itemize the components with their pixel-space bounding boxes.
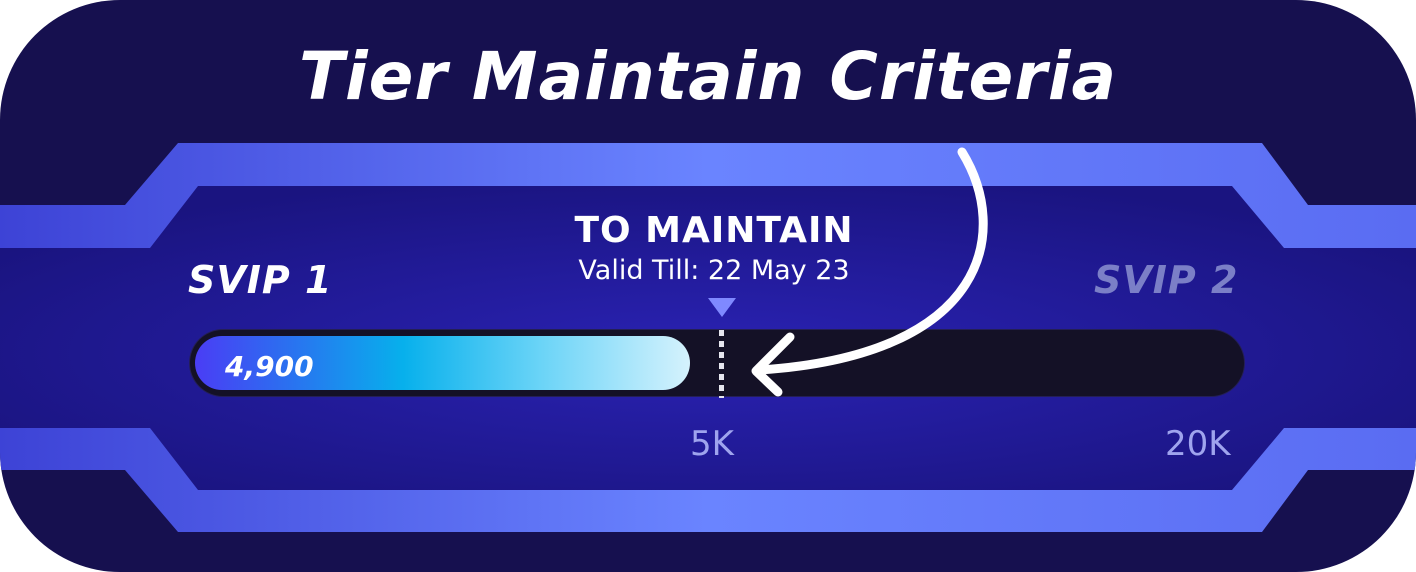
next-tier-label: SVIP 2 [1094,258,1239,302]
current-tier-label: SVIP 1 [188,258,333,302]
page-title: Tier Maintain Criteria [298,38,1118,115]
tick-label-maintain: 5K [690,424,734,464]
progress-value-label: 4,900 [225,350,314,383]
maintain-heading: TO MAINTAIN [574,210,854,251]
maintain-threshold-line [719,330,724,398]
valid-till-text: Valid Till: 22 May 23 [578,255,850,286]
down-triangle-icon [708,298,736,317]
tick-label-max: 20K [1165,424,1231,464]
progress-fill: 4,900 [195,336,690,390]
progress-track: 4,900 [190,330,1244,396]
